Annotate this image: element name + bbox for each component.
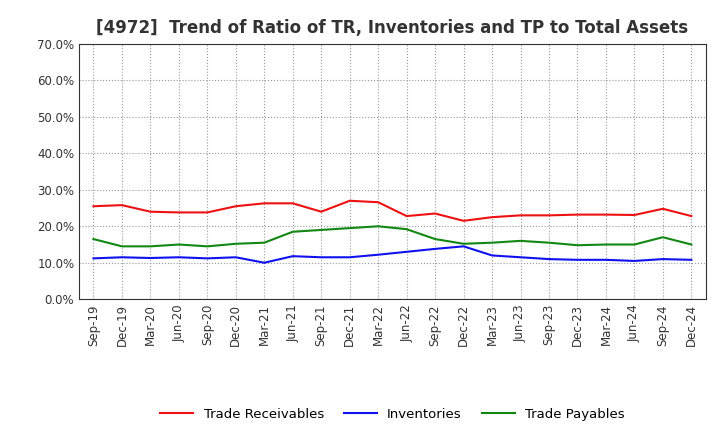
Trade Payables xyxy=(602,242,611,247)
Trade Receivables xyxy=(659,206,667,212)
Trade Receivables xyxy=(374,200,382,205)
Trade Receivables xyxy=(573,212,582,217)
Trade Receivables xyxy=(89,204,98,209)
Trade Payables xyxy=(573,242,582,248)
Inventories xyxy=(545,257,554,262)
Inventories xyxy=(174,255,183,260)
Trade Payables xyxy=(431,236,439,242)
Trade Receivables xyxy=(117,202,126,208)
Trade Payables xyxy=(630,242,639,247)
Inventories xyxy=(89,256,98,261)
Trade Receivables xyxy=(203,210,212,215)
Trade Payables xyxy=(459,241,468,246)
Trade Payables xyxy=(516,238,525,243)
Line: Trade Payables: Trade Payables xyxy=(94,226,691,246)
Inventories xyxy=(487,253,496,258)
Trade Receivables xyxy=(289,201,297,206)
Trade Payables xyxy=(545,240,554,246)
Trade Payables xyxy=(146,244,155,249)
Inventories xyxy=(232,255,240,260)
Inventories xyxy=(459,244,468,249)
Trade Payables xyxy=(174,242,183,247)
Trade Payables xyxy=(317,227,325,233)
Trade Payables xyxy=(487,240,496,246)
Trade Payables xyxy=(659,235,667,240)
Trade Receivables xyxy=(630,213,639,218)
Trade Payables xyxy=(260,240,269,246)
Trade Receivables xyxy=(317,209,325,214)
Trade Receivables xyxy=(487,215,496,220)
Trade Payables xyxy=(687,242,696,247)
Legend: Trade Receivables, Inventories, Trade Payables: Trade Receivables, Inventories, Trade Pa… xyxy=(155,403,630,426)
Line: Trade Receivables: Trade Receivables xyxy=(94,201,691,221)
Trade Payables xyxy=(374,224,382,229)
Trade Payables xyxy=(203,244,212,249)
Inventories xyxy=(203,256,212,261)
Inventories xyxy=(146,255,155,260)
Inventories xyxy=(516,255,525,260)
Line: Inventories: Inventories xyxy=(94,246,691,263)
Inventories xyxy=(602,257,611,263)
Trade Receivables xyxy=(516,213,525,218)
Trade Receivables xyxy=(545,213,554,218)
Trade Receivables xyxy=(146,209,155,214)
Trade Receivables xyxy=(402,213,411,219)
Inventories xyxy=(374,252,382,257)
Inventories xyxy=(117,255,126,260)
Trade Receivables xyxy=(431,211,439,216)
Inventories xyxy=(317,255,325,260)
Trade Receivables xyxy=(602,212,611,217)
Trade Receivables xyxy=(687,213,696,219)
Trade Payables xyxy=(117,244,126,249)
Trade Payables xyxy=(289,229,297,235)
Inventories xyxy=(573,257,582,263)
Inventories xyxy=(346,255,354,260)
Trade Payables xyxy=(346,225,354,231)
Title: [4972]  Trend of Ratio of TR, Inventories and TP to Total Assets: [4972] Trend of Ratio of TR, Inventories… xyxy=(96,19,688,37)
Trade Receivables xyxy=(174,210,183,215)
Inventories xyxy=(659,257,667,262)
Inventories xyxy=(630,258,639,264)
Trade Receivables xyxy=(459,218,468,224)
Trade Payables xyxy=(89,236,98,242)
Inventories xyxy=(431,246,439,252)
Trade Payables xyxy=(232,241,240,246)
Inventories xyxy=(289,253,297,259)
Trade Receivables xyxy=(260,201,269,206)
Trade Receivables xyxy=(346,198,354,203)
Inventories xyxy=(687,257,696,263)
Inventories xyxy=(260,260,269,265)
Trade Payables xyxy=(402,227,411,232)
Inventories xyxy=(402,249,411,254)
Trade Receivables xyxy=(232,204,240,209)
